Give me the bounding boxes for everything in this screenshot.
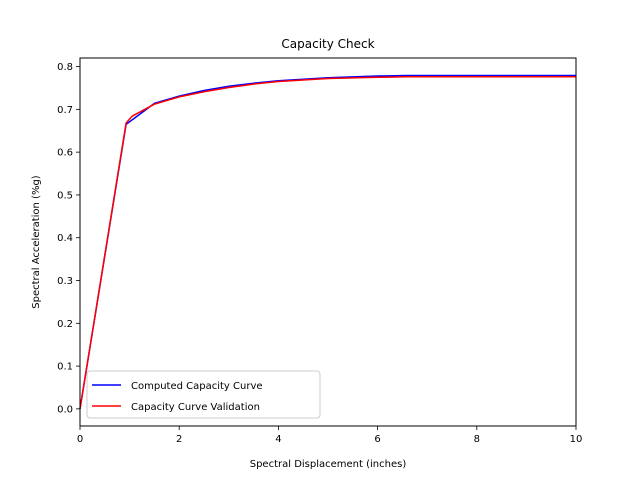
- x-tick-label: 8: [474, 434, 480, 445]
- y-tick-label: 0.7: [57, 105, 73, 116]
- legend-label-computed: Computed Capacity Curve: [131, 381, 263, 392]
- legend-box: [86, 370, 321, 419]
- y-axis-ticks: 0.0 0.1 0.2 0.3 0.4 0.5 0.6 0.7 0.8: [57, 62, 80, 415]
- legend: Computed Capacity Curve Capacity Curve V…: [86, 370, 321, 419]
- x-tick-label: 6: [374, 434, 380, 445]
- x-tick-label: 2: [176, 434, 182, 445]
- y-tick-label: 0.1: [57, 362, 73, 373]
- y-tick-label: 0.2: [57, 319, 73, 330]
- axes-frame: [79, 57, 577, 427]
- x-tick-label: 0: [77, 434, 83, 445]
- plot-area: [79, 57, 577, 427]
- y-tick-label: 0.4: [57, 233, 73, 244]
- series-layer: [79, 74, 576, 410]
- x-axis-ticks: 0 2 4 6 8 10: [77, 426, 583, 445]
- x-tick-label: 4: [275, 434, 281, 445]
- series-line-validation: [79, 76, 576, 410]
- x-axis-label: Spectral Displacement (inches): [250, 459, 407, 470]
- y-tick-label: 0.6: [57, 148, 73, 159]
- y-tick-label: 0.8: [57, 62, 73, 73]
- chart-title: Capacity Check: [281, 37, 374, 51]
- legend-label-validation: Capacity Curve Validation: [131, 402, 260, 413]
- series-line-computed: [79, 74, 576, 410]
- y-tick-label: 0.5: [57, 190, 73, 201]
- y-axis-label: Spectral Acceleration (%g): [31, 175, 42, 309]
- y-tick-label: 0.3: [57, 276, 73, 287]
- x-tick-label: 10: [570, 434, 583, 445]
- y-tick-label: 0.0: [57, 404, 73, 415]
